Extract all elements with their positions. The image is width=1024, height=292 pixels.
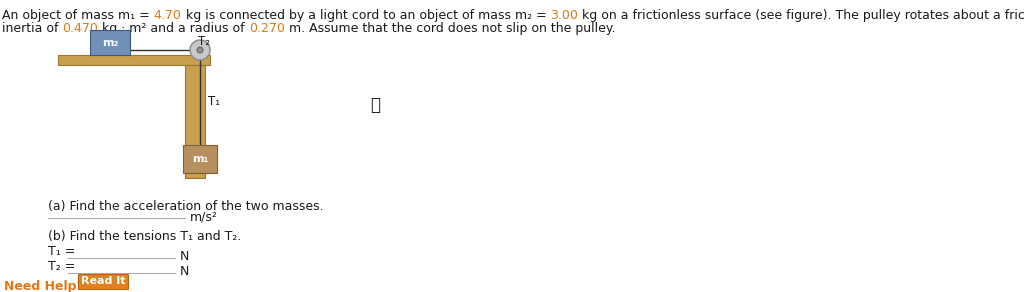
Text: m₂: m₂ <box>101 37 118 48</box>
Text: 3.00: 3.00 <box>550 9 579 22</box>
Text: kg on a frictionless surface (see figure). The pulley rotates about a frictionle: kg on a frictionless surface (see figure… <box>579 9 1024 22</box>
Text: inertia of: inertia of <box>2 22 62 35</box>
Bar <box>185 65 205 178</box>
Text: (b) Find the tensions T₁ and T₂.: (b) Find the tensions T₁ and T₂. <box>48 230 242 243</box>
Text: kg · m² and a radius of: kg · m² and a radius of <box>98 22 249 35</box>
Bar <box>90 30 130 55</box>
Text: 4.70: 4.70 <box>154 9 181 22</box>
Text: kg is connected by a light cord to an object of mass m₂ =: kg is connected by a light cord to an ob… <box>181 9 550 22</box>
Bar <box>183 145 217 173</box>
Text: m₁: m₁ <box>191 154 208 164</box>
Text: m. Assume that the cord does not slip on the pulley.: m. Assume that the cord does not slip on… <box>285 22 615 35</box>
Text: N: N <box>180 265 189 278</box>
Text: 0.470: 0.470 <box>62 22 98 35</box>
Text: N: N <box>180 250 189 263</box>
Circle shape <box>197 47 203 53</box>
Text: T₂: T₂ <box>198 35 210 48</box>
Text: ⓘ: ⓘ <box>370 96 380 114</box>
Circle shape <box>190 40 210 60</box>
Text: 0.270: 0.270 <box>249 22 285 35</box>
Text: T₂ =: T₂ = <box>48 260 76 273</box>
Text: T₁: T₁ <box>208 95 220 108</box>
Text: Read It: Read It <box>81 277 125 286</box>
Text: (a) Find the acceleration of the two masses.: (a) Find the acceleration of the two mas… <box>48 200 324 213</box>
Text: m/s²: m/s² <box>190 210 218 223</box>
Bar <box>78 274 128 289</box>
Text: T₁ =: T₁ = <box>48 245 76 258</box>
Text: An object of mass m₁ =: An object of mass m₁ = <box>2 9 154 22</box>
Bar <box>58 55 210 65</box>
Text: Need Help?: Need Help? <box>4 280 84 292</box>
